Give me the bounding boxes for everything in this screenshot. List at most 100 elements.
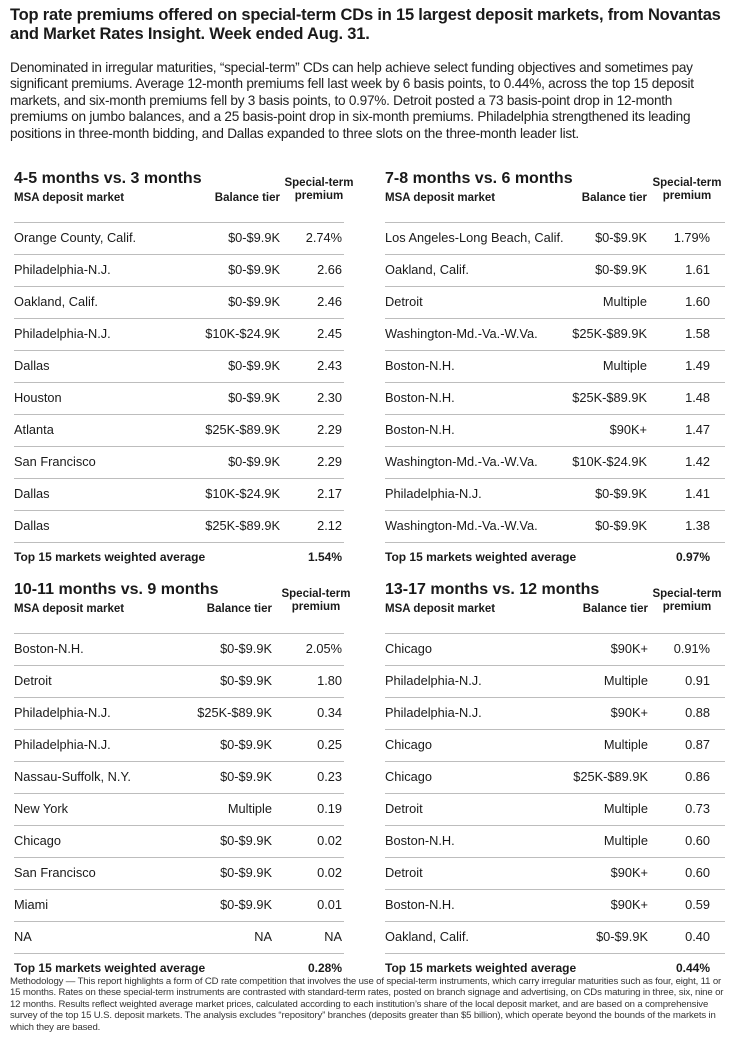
table-row: San Francisco $0-$9.9K 0.02 [14, 857, 344, 890]
table-row: Chicago $25K-$89.9K 0.86 [385, 761, 725, 794]
methodology-note: Methodology — This report highlights a f… [10, 976, 724, 1033]
cell-premium: 0.40 [685, 929, 710, 944]
column-header-tier: Balance tier [582, 603, 648, 615]
cell-premium: 1.60 [685, 294, 710, 309]
cell-premium: 0.60 [685, 865, 710, 880]
cell-premium: 0.59 [685, 897, 710, 912]
cell-market: Oakland, Calif. [14, 294, 98, 309]
cell-tier: $0-$9.9K [596, 929, 648, 944]
cell-market: Chicago [385, 641, 432, 656]
weighted-average-row: Top 15 markets weighted average 0.97% [385, 542, 725, 569]
table-row: Dallas $25K-$89.9K 2.12 [14, 510, 344, 543]
table-row: NA NA NA [14, 921, 344, 954]
table-panel: 13-17 months vs. 12 months MSA deposit ma… [385, 581, 725, 981]
table-row: Philadelphia-N.J. $0-$9.9K 1.41 [385, 478, 725, 511]
cell-market: Boston-N.H. [385, 358, 455, 373]
cell-market: New York [14, 801, 69, 816]
table-row: Philadelphia-N.J. $25K-$89.9K 0.34 [14, 697, 344, 730]
cell-premium: 2.29 [317, 454, 342, 469]
table-row: New York Multiple 0.19 [14, 793, 344, 826]
cell-premium: 2.66 [317, 262, 342, 277]
cell-tier: $10K-$24.9K [205, 326, 280, 341]
table-row: Boston-N.H. $90K+ 0.59 [385, 889, 725, 922]
table-row: Dallas $0-$9.9K 2.43 [14, 350, 344, 383]
cell-tier: $0-$9.9K [228, 390, 280, 405]
table-row: Dallas $10K-$24.9K 2.17 [14, 478, 344, 511]
table-row: Boston-N.H. $25K-$89.9K 1.48 [385, 382, 725, 415]
cell-market: Boston-N.H. [385, 897, 455, 912]
table-row: Oakland, Calif. $0-$9.9K 1.61 [385, 254, 725, 287]
cell-market: Boston-N.H. [385, 390, 455, 405]
cell-tier: Multiple [602, 358, 647, 373]
cell-premium: 2.05% [305, 641, 342, 656]
cell-premium: 2.29 [317, 422, 342, 437]
table-row: Chicago Multiple 0.87 [385, 729, 725, 762]
cell-premium: 1.47 [685, 422, 710, 437]
table-row: Los Angeles-Long Beach, Calif. $0-$9.9K 1.… [385, 222, 725, 255]
cell-tier: $0-$9.9K [220, 865, 272, 880]
cell-market: Philadelphia-N.J. [385, 673, 482, 688]
cell-tier: $0-$9.9K [228, 358, 280, 373]
cell-market: Orange County, Calif. [14, 230, 137, 245]
panel-title: 13-17 months vs. 12 months [385, 581, 600, 598]
cell-premium: 0.88 [685, 705, 710, 720]
cell-premium: 1.80 [317, 673, 342, 688]
column-header-market: MSA deposit market [385, 603, 496, 615]
cell-market: Washington-Md.-Va.-W.Va. [385, 454, 538, 469]
weighted-average-label: Top 15 markets weighted average [385, 961, 577, 975]
table-row: Nassau-Suffolk, N.Y. $0-$9.9K 0.23 [14, 761, 344, 794]
cell-tier: $0-$9.9K [220, 737, 272, 752]
cell-market: Miami [14, 897, 49, 912]
cell-premium: 2.17 [317, 486, 342, 501]
cell-premium: 0.60 [685, 833, 710, 848]
weighted-average-value: 1.54% [307, 550, 342, 564]
table-row: Philadelphia-N.J. $90K+ 0.88 [385, 697, 725, 730]
cell-premium: 2.30 [317, 390, 342, 405]
cell-tier: $25K-$89.9K [572, 390, 647, 405]
weighted-average-label: Top 15 markets weighted average [14, 961, 206, 975]
table-row: Detroit Multiple 1.60 [385, 286, 725, 319]
table-row: Philadelphia-N.J. $0-$9.9K 2.66 [14, 254, 344, 287]
column-header-premium: Special-term premium [279, 177, 359, 203]
cell-market: Boston-N.H. [385, 422, 455, 437]
cell-tier: $90K+ [610, 897, 648, 912]
cell-premium: 0.01 [317, 897, 342, 912]
weighted-average-label: Top 15 markets weighted average [14, 550, 206, 564]
cell-tier: $0-$9.9K [220, 833, 272, 848]
table-row: Orange County, Calif. $0-$9.9K 2.74% [14, 222, 344, 255]
cell-premium: 0.25 [317, 737, 342, 752]
table-row: Atlanta $25K-$89.9K 2.29 [14, 414, 344, 447]
table-row: Detroit $0-$9.9K 1.80 [14, 665, 344, 698]
cell-tier: $0-$9.9K [220, 641, 272, 656]
cell-market: Dallas [14, 518, 50, 533]
cell-premium: 1.41 [685, 486, 710, 501]
cell-premium: 2.46 [317, 294, 342, 309]
column-header-premium: Special-term premium [647, 588, 727, 614]
table-row: Boston-N.H. Multiple 1.49 [385, 350, 725, 383]
cell-premium: 0.34 [317, 705, 342, 720]
cell-market: Detroit [385, 801, 423, 816]
panel-title: 4-5 months vs. 3 months [14, 170, 202, 187]
cell-tier: $0-$9.9K [220, 769, 272, 784]
table-row: Washington-Md.-Va.-W.Va. $0-$9.9K 1.38 [385, 510, 725, 543]
table-row: Boston-N.H. Multiple 0.60 [385, 825, 725, 858]
table-row: Boston-N.H. $0-$9.9K 2.05% [14, 633, 344, 666]
cell-market: Dallas [14, 358, 50, 373]
cell-tier: Multiple [603, 833, 648, 848]
table-row: Philadelphia-N.J. $0-$9.9K 0.25 [14, 729, 344, 762]
cell-premium: 0.91 [685, 673, 710, 688]
cell-tier: $0-$9.9K [228, 454, 280, 469]
cell-market: Washington-Md.-Va.-W.Va. [385, 518, 538, 533]
cell-tier: $90K+ [610, 865, 648, 880]
cell-tier: $25K-$89.9K [573, 769, 648, 784]
cell-market: Chicago [14, 833, 61, 848]
column-header-premium-line2: premium [662, 190, 712, 202]
cell-tier: Multiple [603, 673, 648, 688]
table-panel: 10-11 months vs. 9 months MSA deposit mar… [14, 581, 351, 981]
cell-tier: $0-$9.9K [595, 518, 647, 533]
cell-tier: $90K+ [610, 641, 648, 656]
cell-premium: 2.43 [317, 358, 342, 373]
weighted-average-value: 0.44% [675, 961, 710, 975]
cell-tier: $25K-$89.9K [205, 518, 280, 533]
cell-premium: 0.02 [317, 833, 342, 848]
